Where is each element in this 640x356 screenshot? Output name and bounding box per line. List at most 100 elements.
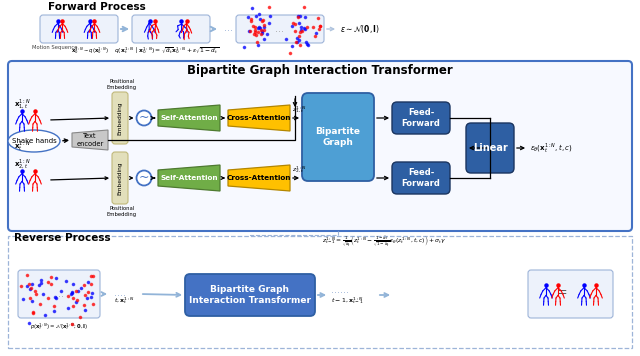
Point xyxy=(29,288,40,294)
Point xyxy=(265,13,275,19)
Point xyxy=(292,15,303,20)
Point xyxy=(296,27,306,33)
Text: Positional
Embedding: Positional Embedding xyxy=(107,206,137,217)
Text: $\mathbf{x}_{2,t}^{1:N}$: $\mathbf{x}_{2,t}^{1:N}$ xyxy=(14,157,31,171)
Point xyxy=(262,31,273,37)
Polygon shape xyxy=(228,105,290,131)
FancyBboxPatch shape xyxy=(112,92,128,144)
Point xyxy=(250,27,260,33)
FancyBboxPatch shape xyxy=(18,270,100,318)
Point xyxy=(86,290,97,296)
Point xyxy=(258,17,268,22)
Point xyxy=(71,288,81,293)
Point xyxy=(72,297,82,303)
Point xyxy=(22,272,32,278)
Point xyxy=(67,321,77,327)
Point xyxy=(315,23,325,28)
Point xyxy=(43,295,53,300)
Point xyxy=(287,43,298,48)
Text: Feed-
Forward: Feed- Forward xyxy=(401,168,440,188)
Text: Positional
Embedding: Positional Embedding xyxy=(107,79,137,90)
Text: $\epsilon_\theta(\mathbf{x}_t^{1:N}, t, c)$: $\epsilon_\theta(\mathbf{x}_t^{1:N}, t, … xyxy=(530,141,573,155)
Point xyxy=(239,44,249,49)
Text: Self-Attention: Self-Attention xyxy=(160,175,218,181)
Text: $p(\mathbf{x}_T^{1:N}) = \mathcal{N}(\mathbf{x}_T^{1:N};\mathbf{0},\mathbf{I})$: $p(\mathbf{x}_T^{1:N}) = \mathcal{N}(\ma… xyxy=(30,321,88,332)
Point xyxy=(35,301,45,307)
Point xyxy=(311,31,321,36)
Point xyxy=(294,42,305,47)
FancyBboxPatch shape xyxy=(40,15,118,43)
Point xyxy=(86,273,97,278)
Ellipse shape xyxy=(8,130,60,152)
Point xyxy=(50,294,60,300)
Point xyxy=(294,33,305,39)
Point xyxy=(310,33,320,38)
Point xyxy=(79,292,90,298)
Point xyxy=(294,37,305,42)
Point xyxy=(67,289,77,294)
Point xyxy=(292,13,303,19)
Point xyxy=(18,296,28,302)
Text: Reverse Process: Reverse Process xyxy=(14,233,111,243)
Point xyxy=(295,13,305,19)
Text: Cross-Attention: Cross-Attention xyxy=(227,175,291,181)
Point xyxy=(254,11,264,17)
Point xyxy=(15,283,26,289)
FancyBboxPatch shape xyxy=(8,61,632,231)
Point xyxy=(290,28,300,34)
Point xyxy=(51,275,61,281)
Point xyxy=(244,28,255,34)
Point xyxy=(255,16,266,22)
Point xyxy=(73,288,83,294)
Text: $t-1, \mathbf{x}_{t-1}^{1:N}$: $t-1, \mathbf{x}_{t-1}^{1:N}$ xyxy=(331,295,364,307)
Point xyxy=(46,282,56,287)
Point xyxy=(248,31,259,36)
FancyBboxPatch shape xyxy=(132,15,210,43)
FancyBboxPatch shape xyxy=(466,123,514,173)
Point xyxy=(28,309,38,315)
Point xyxy=(299,4,309,10)
Point xyxy=(71,300,81,305)
Point xyxy=(76,286,86,291)
Point xyxy=(75,314,85,320)
Point xyxy=(67,290,77,296)
Point xyxy=(253,25,263,31)
FancyBboxPatch shape xyxy=(185,274,315,316)
Text: ....: .... xyxy=(114,288,126,298)
Point xyxy=(88,273,99,279)
Text: Cross-Attention: Cross-Attention xyxy=(227,115,291,121)
Point xyxy=(301,40,311,45)
Point xyxy=(44,279,54,284)
FancyBboxPatch shape xyxy=(392,102,450,134)
FancyBboxPatch shape xyxy=(302,93,374,181)
Point xyxy=(68,295,78,300)
Text: $z_{2,t}^{1:N}$: $z_{2,t}^{1:N}$ xyxy=(292,165,307,175)
Point xyxy=(86,294,97,300)
Point xyxy=(288,20,298,26)
Point xyxy=(36,281,47,286)
Text: Bipartite
Graph: Bipartite Graph xyxy=(316,127,360,147)
Point xyxy=(27,281,37,287)
Point xyxy=(292,35,303,41)
Point xyxy=(294,20,304,26)
Text: Bipartite Graph
Interaction Transformer: Bipartite Graph Interaction Transformer xyxy=(189,285,311,305)
Text: ...: ... xyxy=(224,23,233,33)
Point xyxy=(303,42,314,48)
Text: Feed-
Forward: Feed- Forward xyxy=(401,108,440,128)
Text: Motion Sequence: Motion Sequence xyxy=(32,45,77,50)
Polygon shape xyxy=(228,165,290,191)
Point xyxy=(281,36,291,42)
Point xyxy=(308,24,318,30)
Point xyxy=(66,291,76,297)
Point xyxy=(259,24,269,30)
Point xyxy=(300,15,310,20)
Point xyxy=(61,278,71,284)
Text: =: = xyxy=(557,287,567,299)
Point xyxy=(244,28,255,34)
Text: Self-Attention: Self-Attention xyxy=(160,115,218,121)
Text: ~: ~ xyxy=(139,111,149,124)
Circle shape xyxy=(136,171,152,185)
Point xyxy=(63,305,74,310)
Text: $\epsilon \sim \mathcal{N}(\mathbf{0}, \mathbf{I})$: $\epsilon \sim \mathcal{N}(\mathbf{0}, \… xyxy=(340,23,380,35)
Point xyxy=(253,30,263,35)
